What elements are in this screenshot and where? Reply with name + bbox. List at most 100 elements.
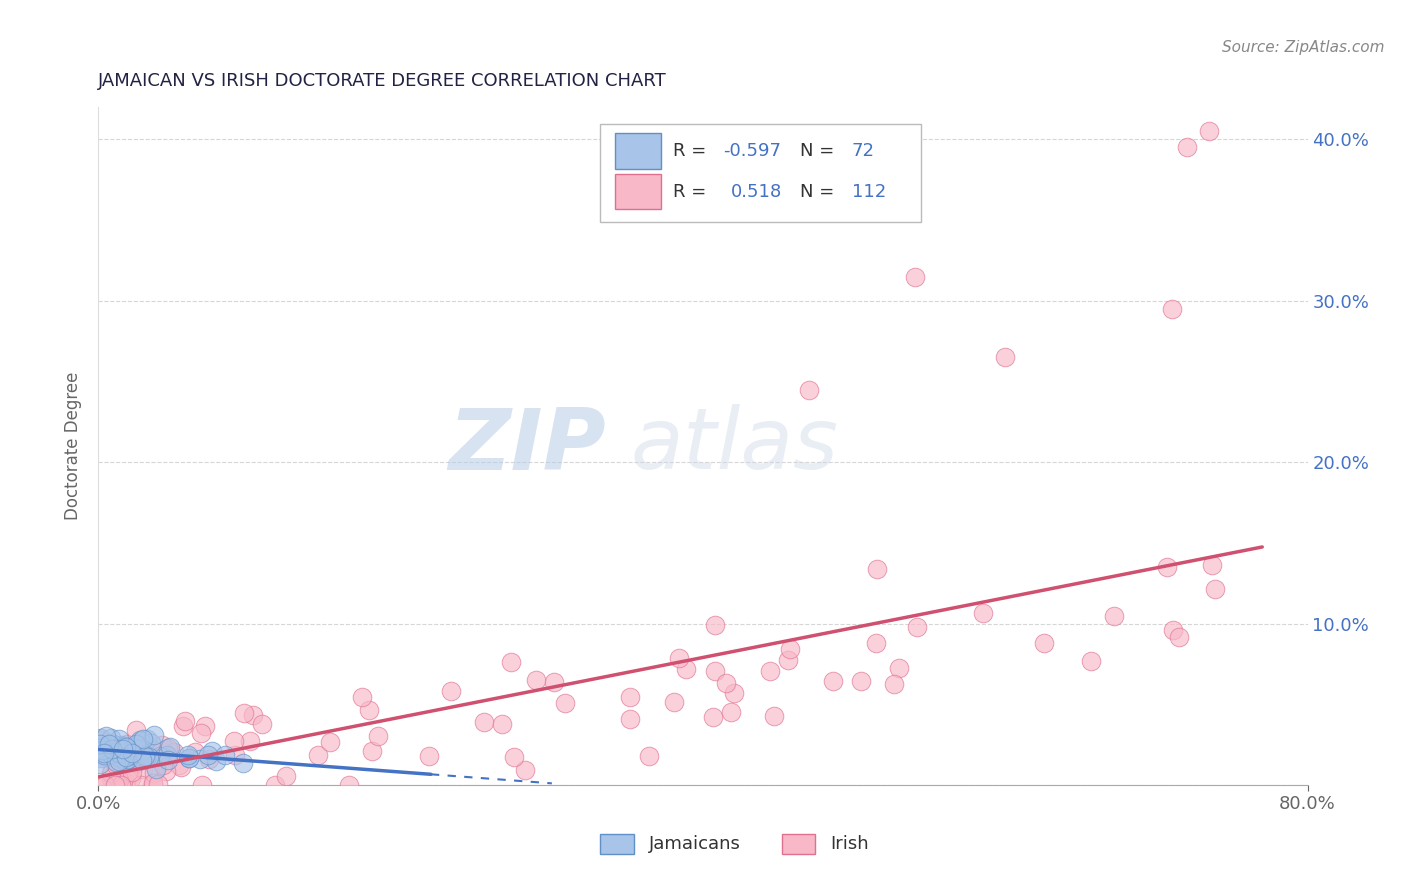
Point: [90, 746, 112, 760]
Point: [1175, 140, 1198, 154]
Point: [214, 747, 236, 762]
Point: [115, 739, 138, 754]
Point: [149, 749, 172, 764]
Point: [619, 712, 641, 726]
Point: [1198, 124, 1220, 138]
Point: [110, 778, 132, 792]
Point: [97, 739, 120, 754]
Point: [91, 742, 114, 756]
Point: [114, 754, 136, 768]
Point: [125, 723, 148, 738]
Point: [714, 676, 737, 690]
Point: [197, 747, 219, 762]
Point: [350, 690, 373, 705]
Point: [972, 606, 994, 620]
Bar: [600, 834, 634, 855]
Point: [276, 769, 298, 783]
Point: [1080, 655, 1102, 669]
Point: [170, 760, 193, 774]
Text: R =: R =: [672, 142, 711, 160]
Point: [821, 674, 844, 689]
Point: [93, 747, 115, 762]
Point: [132, 762, 155, 776]
Point: [134, 742, 156, 756]
Bar: [614, 174, 661, 210]
Point: [111, 739, 134, 753]
Point: [702, 710, 724, 724]
Point: [440, 683, 463, 698]
Point: [491, 717, 513, 731]
Text: Source: ZipAtlas.com: Source: ZipAtlas.com: [1222, 40, 1385, 55]
Point: [138, 750, 160, 764]
Point: [201, 744, 224, 758]
Point: [177, 747, 200, 762]
Point: [98, 747, 121, 762]
Point: [114, 754, 136, 768]
Point: [121, 746, 143, 760]
Point: [152, 757, 174, 772]
Point: [554, 696, 576, 710]
Point: [865, 636, 887, 650]
Point: [115, 749, 138, 764]
Point: [163, 745, 186, 759]
Point: [1104, 608, 1126, 623]
Point: [779, 641, 801, 656]
Point: [105, 743, 128, 757]
Point: [108, 773, 131, 788]
Point: [94, 735, 117, 749]
Point: [115, 747, 138, 761]
Point: [156, 753, 179, 767]
Point: [232, 756, 254, 771]
Point: [1161, 623, 1184, 637]
Point: [155, 764, 177, 779]
Point: [120, 771, 142, 785]
Text: N =: N =: [800, 183, 839, 201]
Point: [177, 751, 200, 765]
Point: [104, 756, 127, 770]
Point: [114, 778, 136, 792]
Point: [129, 733, 152, 747]
Text: atlas: atlas: [630, 404, 838, 488]
Point: [197, 752, 219, 766]
Point: [233, 706, 256, 720]
Point: [117, 764, 139, 779]
Text: 0.518: 0.518: [731, 183, 782, 201]
Point: [103, 778, 125, 792]
Text: 112: 112: [852, 183, 886, 201]
Text: ZIP: ZIP: [449, 404, 606, 488]
Point: [499, 655, 522, 669]
Point: [94, 778, 117, 792]
Point: [174, 714, 197, 728]
Point: [139, 736, 162, 750]
Point: [89, 741, 111, 756]
Point: [90, 731, 112, 745]
Point: [104, 778, 127, 792]
Point: [111, 740, 134, 755]
Point: [222, 734, 245, 748]
Point: [135, 750, 157, 764]
Point: [720, 705, 742, 719]
Text: R =: R =: [672, 183, 717, 201]
Point: [108, 747, 131, 761]
Point: [120, 747, 142, 762]
Point: [98, 746, 121, 760]
Point: [101, 764, 124, 779]
Point: [93, 746, 115, 760]
Point: [132, 731, 155, 746]
Point: [763, 709, 786, 723]
Bar: [614, 134, 661, 169]
Point: [104, 749, 127, 764]
Point: [205, 755, 228, 769]
Point: [117, 752, 139, 766]
Text: N =: N =: [800, 142, 839, 160]
Point: [157, 741, 180, 756]
Point: [115, 775, 138, 789]
FancyBboxPatch shape: [600, 124, 921, 222]
Point: [905, 620, 928, 634]
Point: [104, 758, 127, 772]
Point: [797, 383, 820, 397]
Point: [100, 731, 122, 746]
Point: [264, 778, 287, 792]
Point: [89, 756, 111, 771]
Point: [758, 665, 780, 679]
